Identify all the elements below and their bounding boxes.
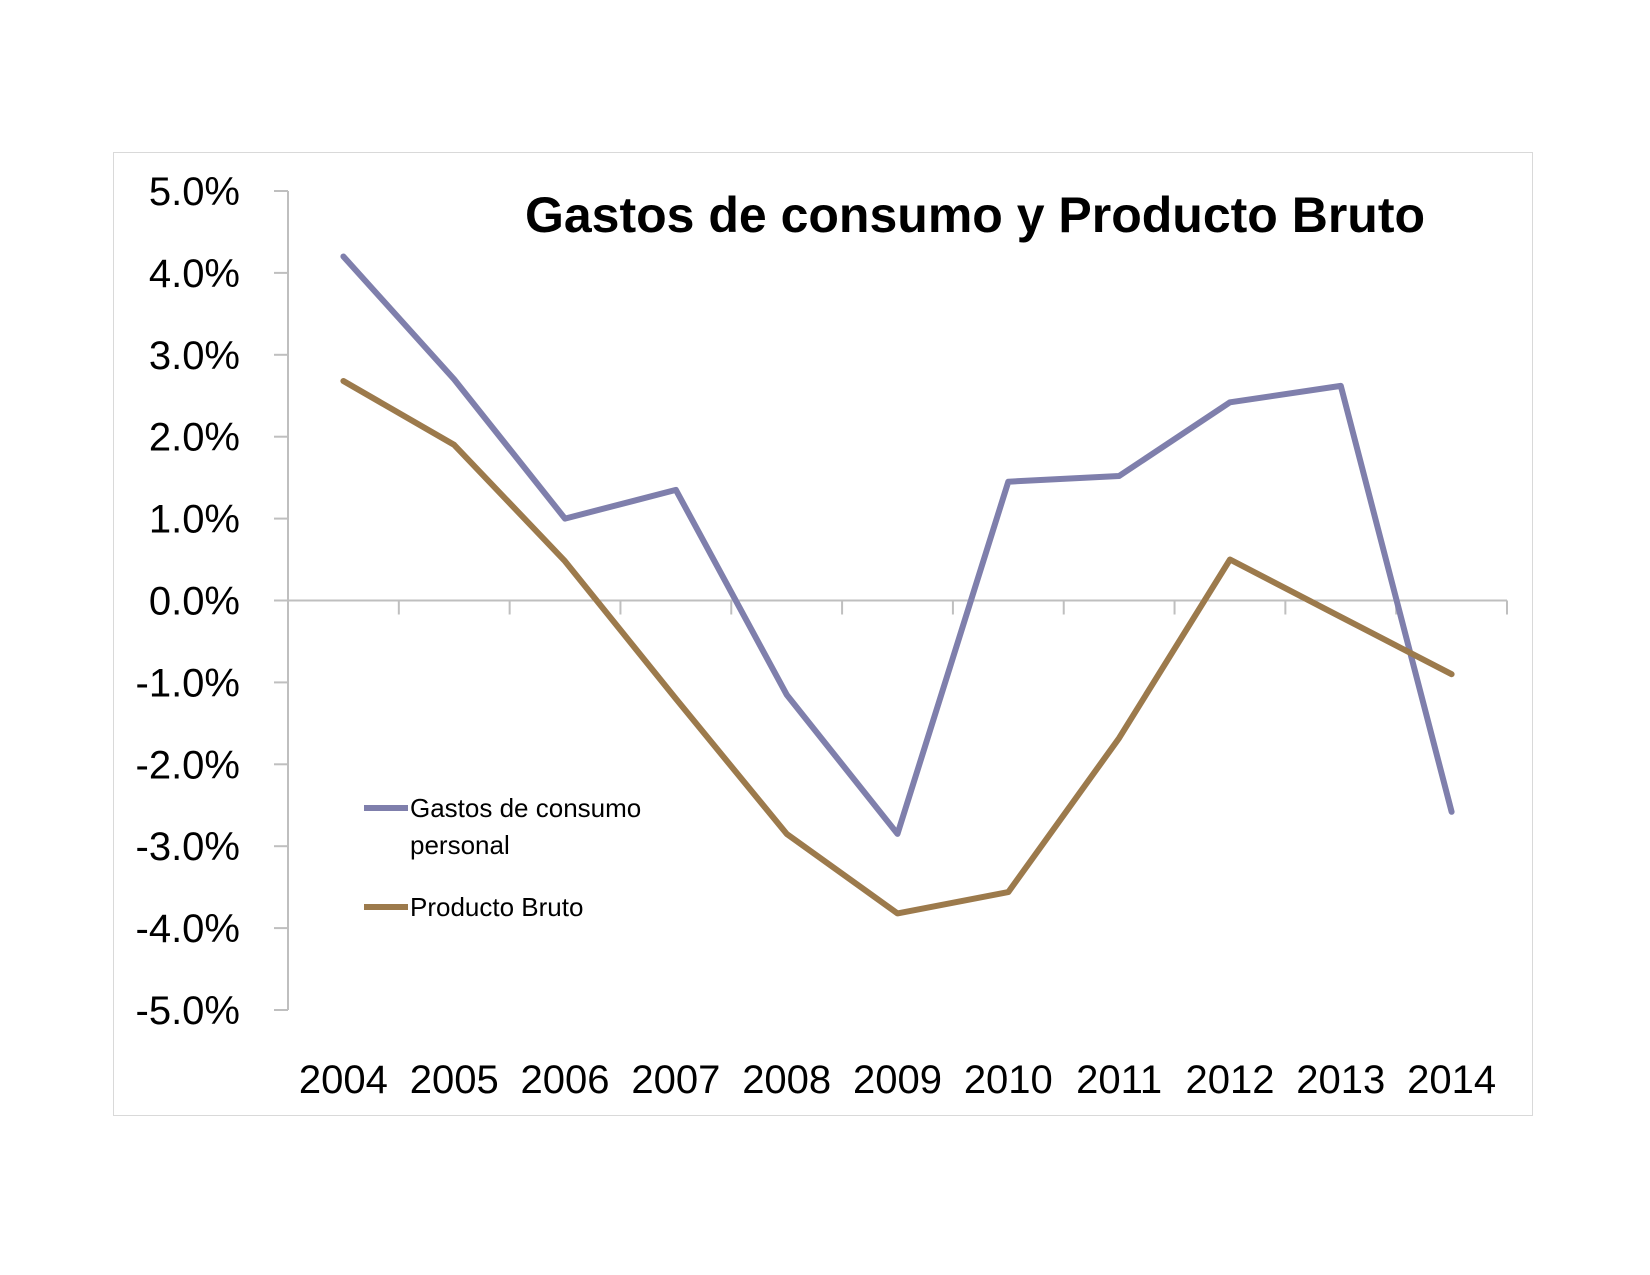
data-point — [564, 560, 567, 563]
data-point — [1228, 401, 1231, 404]
x-tick-label: 2014 — [1407, 1058, 1496, 1102]
y-tick-label: 5.0% — [149, 170, 240, 214]
series-line-1 — [340, 253, 1455, 837]
series-layer — [340, 253, 1455, 917]
x-tick-label: 2012 — [1185, 1058, 1274, 1102]
axes: 5.0% 4.0% 3.0% 2.0% 1.0% 0.0% -1.0% -2.0% -3.0% -… — [136, 170, 1508, 1102]
x-tick-label: 2007 — [631, 1058, 720, 1102]
data-point — [896, 912, 899, 915]
chart-title: Gastos de consumo y Producto Bruto — [525, 187, 1425, 243]
data-point — [1450, 673, 1453, 676]
data-point — [342, 255, 345, 258]
x-tick-label: 2011 — [1076, 1058, 1162, 1102]
x-tick-label: 2004 — [299, 1058, 388, 1102]
data-point — [674, 697, 677, 700]
chart-frame — [113, 152, 1533, 1116]
data-point — [1007, 891, 1010, 894]
legend-label: Producto Bruto — [410, 892, 583, 922]
y-tick-label: 1.0% — [149, 498, 240, 542]
data-point — [785, 693, 788, 696]
y-tick-label: 3.0% — [149, 334, 240, 378]
x-tick-label: 2013 — [1296, 1058, 1385, 1102]
data-point — [1450, 810, 1453, 813]
y-tick-label: 4.0% — [149, 252, 240, 296]
y-tick-label: -5.0% — [136, 989, 241, 1033]
legend-label: personal — [410, 830, 510, 860]
y-tick-label: -1.0% — [136, 661, 241, 705]
data-point — [1339, 615, 1342, 618]
data-point — [674, 488, 677, 491]
legend: Gastos de consumo personal Producto Bruto — [364, 793, 641, 922]
data-point — [1118, 737, 1121, 740]
data-point — [564, 517, 567, 520]
y-tick-label: -3.0% — [136, 825, 241, 869]
data-point — [342, 380, 345, 383]
data-point — [453, 378, 456, 381]
y-tick-label: -4.0% — [136, 907, 241, 951]
y-tick-label: 2.0% — [149, 416, 240, 460]
x-tick-label: 2009 — [853, 1058, 942, 1102]
x-tick-label: 2010 — [964, 1058, 1053, 1102]
y-tick-label: 0.0% — [149, 580, 240, 624]
data-point — [1339, 384, 1342, 387]
data-point — [1007, 480, 1010, 483]
data-point — [896, 832, 899, 835]
data-point — [453, 443, 456, 446]
data-point — [785, 832, 788, 835]
x-tick-label: 2008 — [742, 1058, 831, 1102]
y-tick-label: -2.0% — [136, 743, 241, 787]
data-point — [1228, 558, 1231, 561]
data-point — [1118, 475, 1121, 478]
x-tick-label: 2005 — [410, 1058, 499, 1102]
legend-label: Gastos de consumo — [410, 793, 641, 823]
x-tick-label: 2006 — [521, 1058, 610, 1102]
